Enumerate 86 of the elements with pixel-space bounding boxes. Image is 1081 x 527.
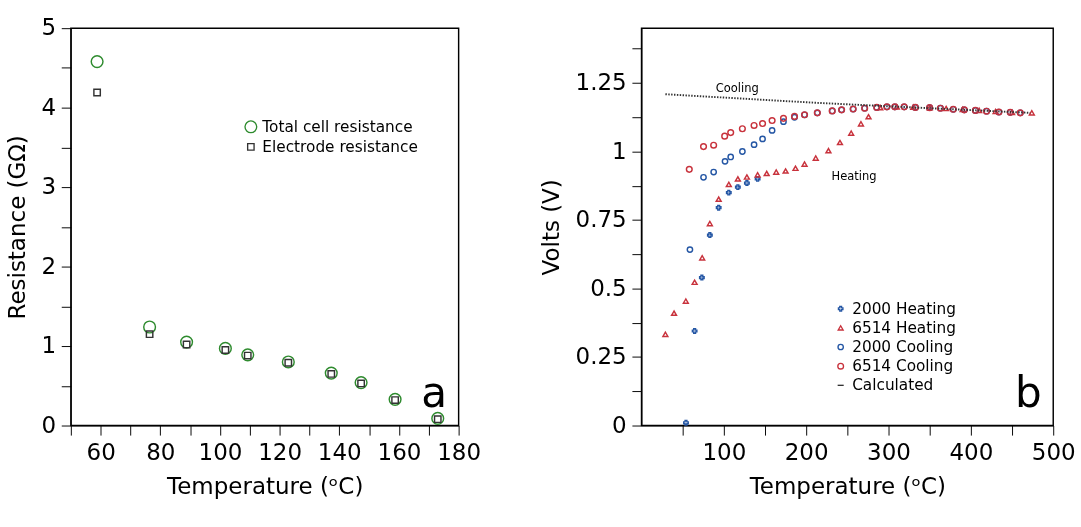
x-axis-title: Temperature (ᵒC) — [748, 473, 946, 499]
x-tick-label: 160 — [377, 438, 422, 465]
point — [773, 169, 780, 175]
point — [825, 147, 832, 154]
annotation: b — [1015, 368, 1042, 418]
point — [90, 54, 104, 69]
point — [758, 119, 767, 128]
x-tick-label: 60 — [86, 438, 116, 465]
point — [431, 411, 445, 425]
point — [710, 141, 718, 149]
x-tick-label: 200 — [784, 438, 829, 465]
point — [691, 279, 698, 286]
point — [792, 165, 799, 172]
point — [750, 121, 758, 130]
y-tick-label: 1 — [612, 137, 627, 164]
annotation: a — [421, 368, 448, 418]
x-tick-label: 500 — [1031, 438, 1076, 465]
legend-label: 6514 Heating — [852, 318, 956, 337]
point — [670, 310, 678, 317]
y-tick-label: 0 — [612, 411, 627, 438]
legend-label: 6514 Cooling — [852, 356, 954, 375]
point — [145, 330, 154, 339]
legend-label: Total cell resistance — [261, 117, 413, 136]
point — [1028, 110, 1036, 116]
y-tick-label: 4 — [41, 93, 57, 120]
y-tick-label: 0.5 — [590, 274, 627, 301]
point — [683, 419, 689, 426]
x-tick-label: 140 — [317, 438, 362, 465]
y-tick-label: 1.25 — [575, 69, 627, 96]
point — [836, 139, 844, 146]
point — [734, 184, 741, 191]
point — [691, 328, 698, 334]
x-tick-label: 100 — [702, 438, 747, 465]
point — [727, 129, 735, 137]
y-tick-label: 0.25 — [575, 343, 627, 370]
point — [801, 161, 808, 167]
point — [699, 254, 706, 261]
point — [734, 176, 742, 182]
point — [754, 171, 761, 178]
point — [715, 196, 722, 203]
x-tick-label: 300 — [867, 438, 911, 465]
x-axis-title: Temperature (ᵒC) — [166, 473, 364, 499]
point — [847, 130, 855, 136]
point — [763, 170, 770, 177]
point — [743, 174, 751, 180]
legend-label: Electrode resistance — [262, 137, 418, 156]
x-tick-label: 80 — [146, 438, 176, 465]
x-tick-label: 100 — [198, 438, 243, 465]
legend-label: 2000 Heating — [852, 299, 956, 318]
point — [738, 125, 746, 133]
x-tick-label: 120 — [258, 438, 303, 465]
point — [662, 331, 669, 338]
annotation: Cooling — [715, 81, 759, 96]
y-tick-label: 0 — [41, 411, 57, 438]
point — [779, 114, 788, 122]
point — [698, 274, 705, 281]
point — [143, 320, 157, 334]
y-tick-label: 1 — [41, 332, 57, 359]
point — [706, 232, 713, 239]
point — [682, 298, 689, 304]
point — [865, 113, 872, 120]
x-tick-label: 400 — [949, 438, 994, 465]
point — [699, 143, 708, 151]
y-tick-label: 2 — [41, 252, 57, 279]
y-tick-label: 0.75 — [575, 206, 627, 233]
x-tick-label: 180 — [437, 438, 482, 465]
y-axis-title: Resistance (GΩ) — [4, 135, 31, 320]
point — [388, 392, 402, 406]
y-tick-label: 3 — [41, 173, 57, 200]
legend-label: 2000 Cooling — [852, 337, 954, 356]
legend-label: Calculated — [852, 376, 934, 395]
point — [768, 116, 776, 125]
point — [725, 181, 732, 188]
point — [812, 155, 819, 161]
point — [721, 132, 729, 140]
point — [857, 120, 865, 127]
point — [93, 88, 102, 97]
point — [725, 189, 732, 196]
annotation: Heating — [831, 169, 877, 184]
point — [782, 168, 789, 174]
point — [218, 341, 232, 356]
point — [180, 335, 194, 349]
point — [743, 180, 750, 186]
y-tick-label: 5 — [41, 14, 57, 41]
y-axis-title: Volts (V) — [538, 179, 565, 276]
point — [685, 165, 693, 173]
